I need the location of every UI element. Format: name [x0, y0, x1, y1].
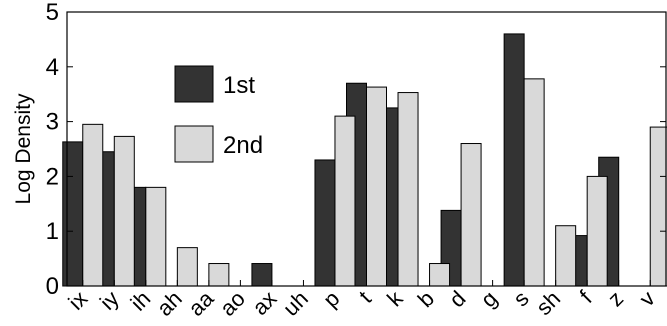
bar-second-f — [586, 175, 608, 287]
legend-label-second: 2nd — [223, 132, 263, 159]
x-tick-label-b: b — [413, 286, 439, 312]
x-tick-label-ax: ax — [247, 286, 281, 320]
bars-layer — [62, 33, 667, 287]
bar-second-v — [649, 126, 667, 287]
bar-second-b — [429, 263, 451, 287]
x-tick-label-ao: ao — [215, 286, 250, 321]
bar-second-ix — [82, 123, 104, 287]
bar-second-ih — [145, 186, 167, 287]
bar-first-s — [503, 33, 525, 287]
x-tick-label-uh: uh — [278, 286, 313, 321]
x-tick-label-aa: aa — [183, 285, 219, 321]
bar-second-sh — [555, 225, 577, 287]
x-tick-label-ah: ah — [152, 286, 187, 321]
x-tick-label-g: g — [476, 286, 502, 312]
y-tick-label: 2 — [46, 163, 59, 190]
bar-first-ix — [62, 141, 84, 287]
legend-swatch-first — [174, 65, 214, 103]
y-tick-label: 1 — [46, 218, 59, 245]
legend-label-first: 1st — [223, 72, 255, 99]
bar-second-k — [397, 92, 419, 287]
y-tick-label: 3 — [46, 109, 59, 136]
bar-second-p — [334, 115, 356, 287]
x-tick-label-ix: ix — [63, 286, 92, 315]
bar-second-d — [460, 143, 482, 287]
y-tick-label: 5 — [46, 0, 59, 26]
x-tick-label-z: z — [603, 286, 628, 311]
bar-first-p — [314, 159, 336, 287]
x-tick-label-f: f — [575, 285, 598, 308]
bar-second-s — [523, 78, 545, 287]
x-tick-label-d: d — [444, 286, 470, 312]
y-tick-label: 0 — [46, 273, 59, 300]
legend: 1st 2nd — [174, 65, 263, 163]
x-tick-label-sh: sh — [531, 286, 565, 320]
bar-second-aa — [208, 263, 230, 287]
x-tick-label-iy: iy — [95, 286, 124, 315]
bar-second-t — [366, 86, 387, 287]
x-tick-label-p: p — [318, 286, 344, 312]
x-tick-label-s: s — [508, 286, 533, 311]
bar-second-iy — [113, 135, 135, 287]
legend-swatch-second — [174, 125, 214, 163]
x-tick-label-v: v — [634, 286, 659, 311]
y-tick-label: 4 — [46, 54, 59, 81]
x-tick-label-t: t — [354, 286, 376, 308]
x-tick-label-ih: ih — [126, 286, 156, 316]
bar-second-ah — [176, 247, 198, 287]
bar-first-ax — [251, 263, 273, 287]
y-axis-label: Log Density — [12, 93, 35, 204]
x-tick-label-k: k — [382, 285, 408, 311]
